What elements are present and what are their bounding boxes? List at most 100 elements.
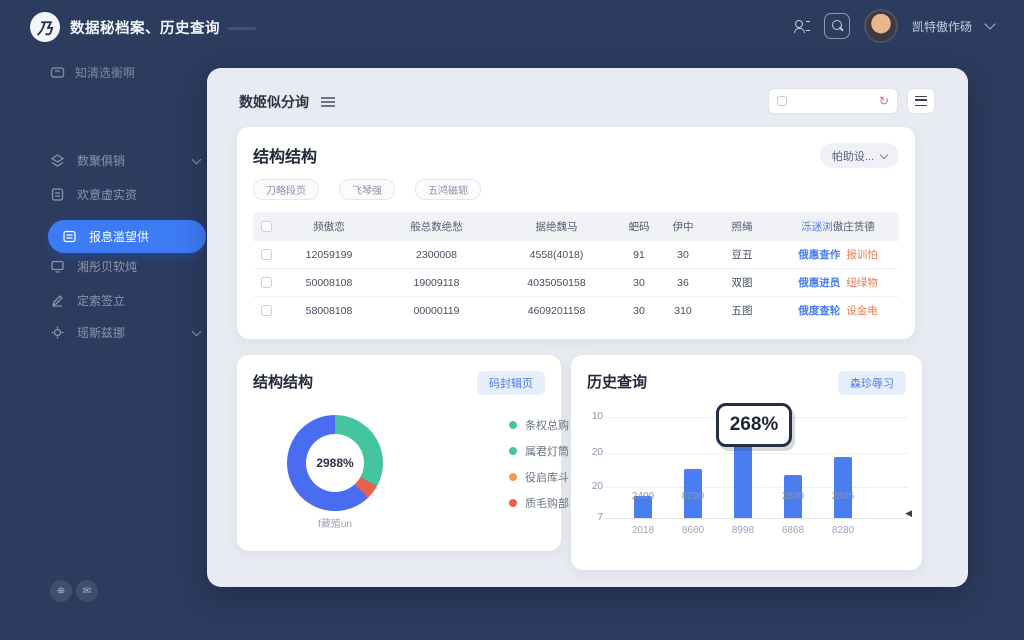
y-tick: 7 [597,512,603,523]
legend-item: 属君灯筒 [509,443,569,459]
y-tick: 20 [591,481,603,492]
refresh-icon[interactable]: ↻ [878,94,889,108]
column-header: 频傲恋 [313,220,345,233]
legend-dot [509,499,517,507]
cell: 五图 [731,305,753,317]
select-all-checkbox[interactable] [260,220,272,232]
filter-pill-2[interactable]: 五鸿磁轭 [415,179,481,200]
search-field-icon [777,96,787,106]
bar-card-button[interactable]: 森珍辱习 [838,371,906,395]
sidebar-item-4[interactable]: 定索签立 [50,292,200,309]
x-tick: 8660 [681,525,705,536]
y-tick: 10 [591,411,603,422]
x-tick: 8998 [731,525,755,536]
cell: 30 [633,276,645,289]
filter-icon [915,96,927,106]
topbar-actions: 凯特傲作砀 [793,0,996,52]
sidebar-item-label: 瑶斯兹挪 [77,326,126,340]
bar-value-label: 2805 [831,491,855,502]
data-table: 频傲恋 般总数绝愁 据绝魏马 蚆码 伊中 照绳 泺迷浏傲庄赁德 12059199… [253,212,899,324]
column-header: 据绝魏马 [535,220,578,233]
table-row: 58008108 00000119 4609201158 30 310 五图 俄… [253,296,899,324]
layers-icon [50,154,65,167]
cell: 36 [677,276,689,289]
chevron-down-icon [191,326,202,336]
global-search-icon[interactable] [823,13,850,39]
table-card: 结构结构 帕助设... 刀略段页 飞琴强 五鸿磁轭 频傲恋 般总数绝愁 据绝魏马… [237,127,915,339]
table-dropdown-label: 帕助设... [831,150,874,163]
sidebar-item-overview[interactable]: 知清选衡啊 [50,64,135,81]
sidebar-item-0[interactable]: 数聚俱销 [50,152,202,169]
sidebar-item-label: 知清选衡啊 [75,66,136,80]
document-icon [51,188,64,201]
main-panel: 数姬似分询 ↻ 结构结构 帕助设... 刀略段页 飞琴强 五鸿磁轭 频傲恋 般总 [207,68,968,587]
row-checkbox[interactable] [260,249,272,260]
filter-button[interactable] [907,88,935,114]
row-action-primary[interactable]: 俄度查轮 [798,305,841,317]
pen-icon [51,295,63,307]
cell: 50008108 [305,276,353,289]
column-header: 伊中 [672,220,694,233]
cell: 4609201158 [527,304,586,317]
contacts-icon[interactable] [793,18,810,34]
collapse-arrow-icon[interactable]: ◀ [905,508,912,518]
sidebar-item-label: 湘彤贝软炖 [77,260,138,274]
row-action-secondary[interactable]: 纽绿物 [846,277,878,289]
table-row: 50008108 19009118 4035050158 30 36 双图 俄惠… [253,268,899,296]
row-action-primary[interactable]: 俄惠进员 [798,277,841,289]
legend-item: 质毛购部 [509,495,569,511]
app-logo: 乃 数据秘档案、历史查询 [30,12,220,42]
contact-lines-icon [805,21,810,31]
table-row: 12059199 2300008 4558(4018) 91 30 豆丑 俄惠查… [253,240,899,268]
cell: 双图 [731,277,753,289]
legend-item: 役启库斗 [509,469,569,485]
x-tick: 8280 [831,525,855,536]
cell: 91 [633,248,645,261]
x-tick: 6868 [781,525,805,536]
cell: 30 [677,248,689,261]
topbar-dash [228,27,256,30]
row-checkbox[interactable] [260,305,272,316]
sidebar-item-5[interactable]: 瑶斯兹挪 [50,324,202,341]
panel-search[interactable]: ↻ [768,88,898,114]
row-action-primary[interactable]: 俄惠查作 [798,249,841,261]
donut-card-button[interactable]: 码封辑页 [477,371,545,395]
user-name[interactable]: 凯特傲作砀 [911,19,972,34]
legend-item: 条权总购 [509,417,569,433]
hamburger-icon[interactable] [321,97,335,107]
table-dropdown[interactable]: 帕助设... [819,143,899,168]
sidebar-item-1[interactable]: 欢意虚实资 [50,186,200,203]
bar-value-label: 8290 [681,491,705,502]
search-input[interactable] [793,95,873,107]
row-checkbox[interactable] [260,277,272,288]
row-action-secondary[interactable]: 设金电 [846,305,878,317]
sidebar-message-button[interactable]: ✉ [76,580,98,602]
user-avatar[interactable] [863,9,898,43]
app-title: 数据秘档案、历史查询 [70,20,220,37]
bar-chart: 10 20 20 7 2400 8290 2890 2805 [571,355,922,570]
chevron-down-icon [191,154,202,164]
bar-tooltip: 268% [716,403,792,447]
filter-pill-0[interactable]: 刀略段页 [253,179,319,200]
cell: 豆丑 [731,249,753,261]
sidebar-item-3[interactable]: 湘彤贝软炖 [50,258,200,275]
sidebar-item-label: 数聚俱销 [77,154,126,168]
column-header-actions: 泺迷浏傲庄赁德 [801,220,875,233]
cell: 12059199 [305,248,353,261]
logo-icon: 乃 [30,12,60,42]
donut-legend: 条权总购 属君灯筒 役启库斗 质毛购部 [509,417,569,511]
bar-value-label: 2890 [781,491,805,502]
row-action-secondary[interactable]: 报训怕 [846,249,878,261]
sidebar-help-button[interactable]: ⛯ [50,580,72,602]
cell: 4558(4018) [529,248,584,261]
user-menu-chevron-icon[interactable] [984,18,996,30]
table-card-title: 结构结构 [253,149,318,166]
y-tick: 20 [591,447,603,458]
archive-icon [50,67,65,78]
sidebar-item-label: 欢意虚实资 [77,188,138,202]
sidebar-item-2-active[interactable]: 报息滥望供 [48,220,206,253]
donut-chart: 2988% [287,415,383,511]
table-header-row: 频傲恋 般总数绝愁 据绝魏马 蚆码 伊中 照绳 泺迷浏傲庄赁德 [253,212,899,240]
x-tick: 2018 [631,525,655,536]
filter-pill-1[interactable]: 飞琴强 [339,179,395,200]
